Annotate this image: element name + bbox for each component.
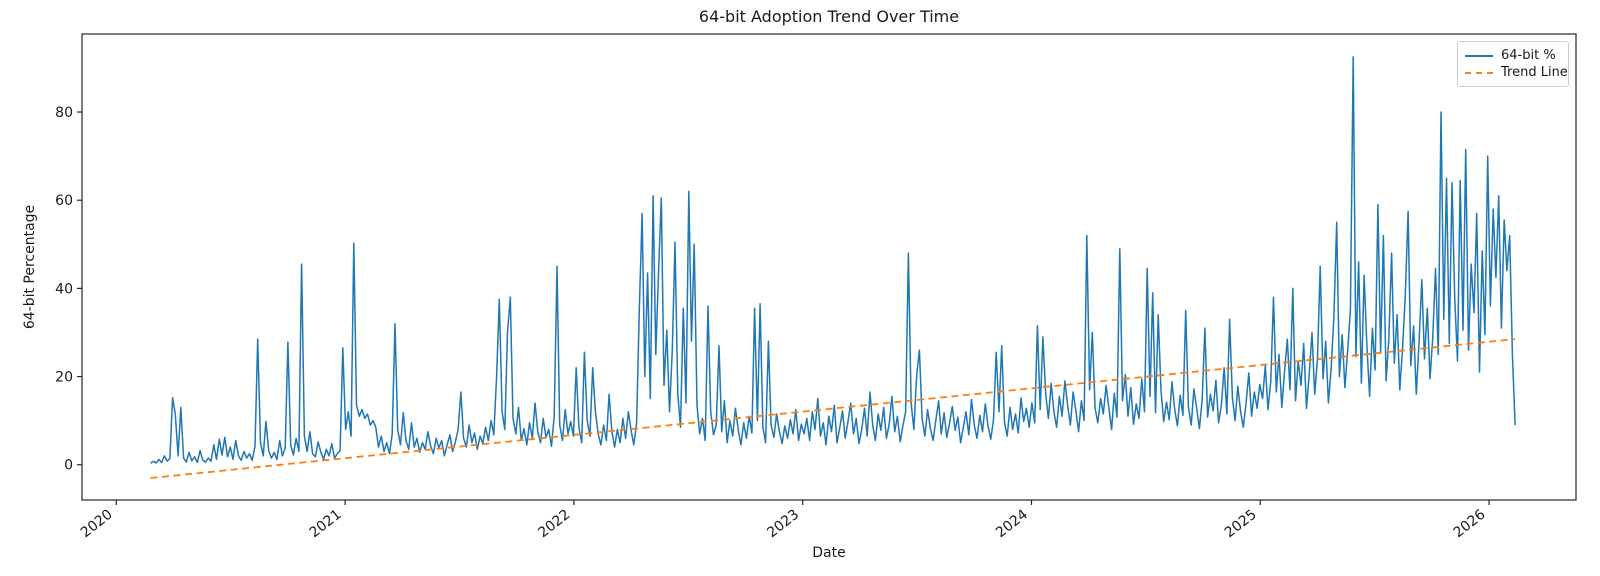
- y-tick-label: 60: [55, 193, 73, 209]
- y-tick-label: 0: [64, 458, 73, 474]
- x-tick-label: 2024: [993, 506, 1031, 541]
- plot-border: [81, 33, 1577, 501]
- legend-item-series: 64-bit %: [1465, 47, 1560, 64]
- series-64bit-line: [150, 56, 1516, 464]
- x-axis-label: Date: [812, 545, 846, 561]
- chart-title: 64-bit Adoption Trend Over Time: [698, 7, 960, 26]
- y-axis-label: 64-bit Percentage: [22, 204, 38, 330]
- x-tick-label: 2026: [1451, 506, 1489, 541]
- x-tick-label: 2021: [307, 507, 345, 542]
- y-tick-label: 20: [55, 370, 73, 386]
- legend-item-trend: Trend Line: [1465, 64, 1568, 81]
- y-tick-label: 40: [55, 281, 73, 297]
- x-tick-label: 2023: [764, 507, 802, 542]
- solid-line-icon: [1465, 54, 1493, 57]
- legend: 64-bit % Trend Line: [1457, 41, 1569, 87]
- legend-label-series: 64-bit %: [1501, 48, 1556, 63]
- legend-label-trend: Trend Line: [1501, 65, 1568, 80]
- y-tick-label: 80: [55, 105, 73, 121]
- dashed-line-icon: [1465, 71, 1493, 74]
- trend-line: [150, 338, 1516, 479]
- x-tick-label: 2020: [78, 507, 116, 542]
- x-tick-label: 2025: [1222, 507, 1260, 542]
- x-tick-label: 2022: [535, 507, 573, 542]
